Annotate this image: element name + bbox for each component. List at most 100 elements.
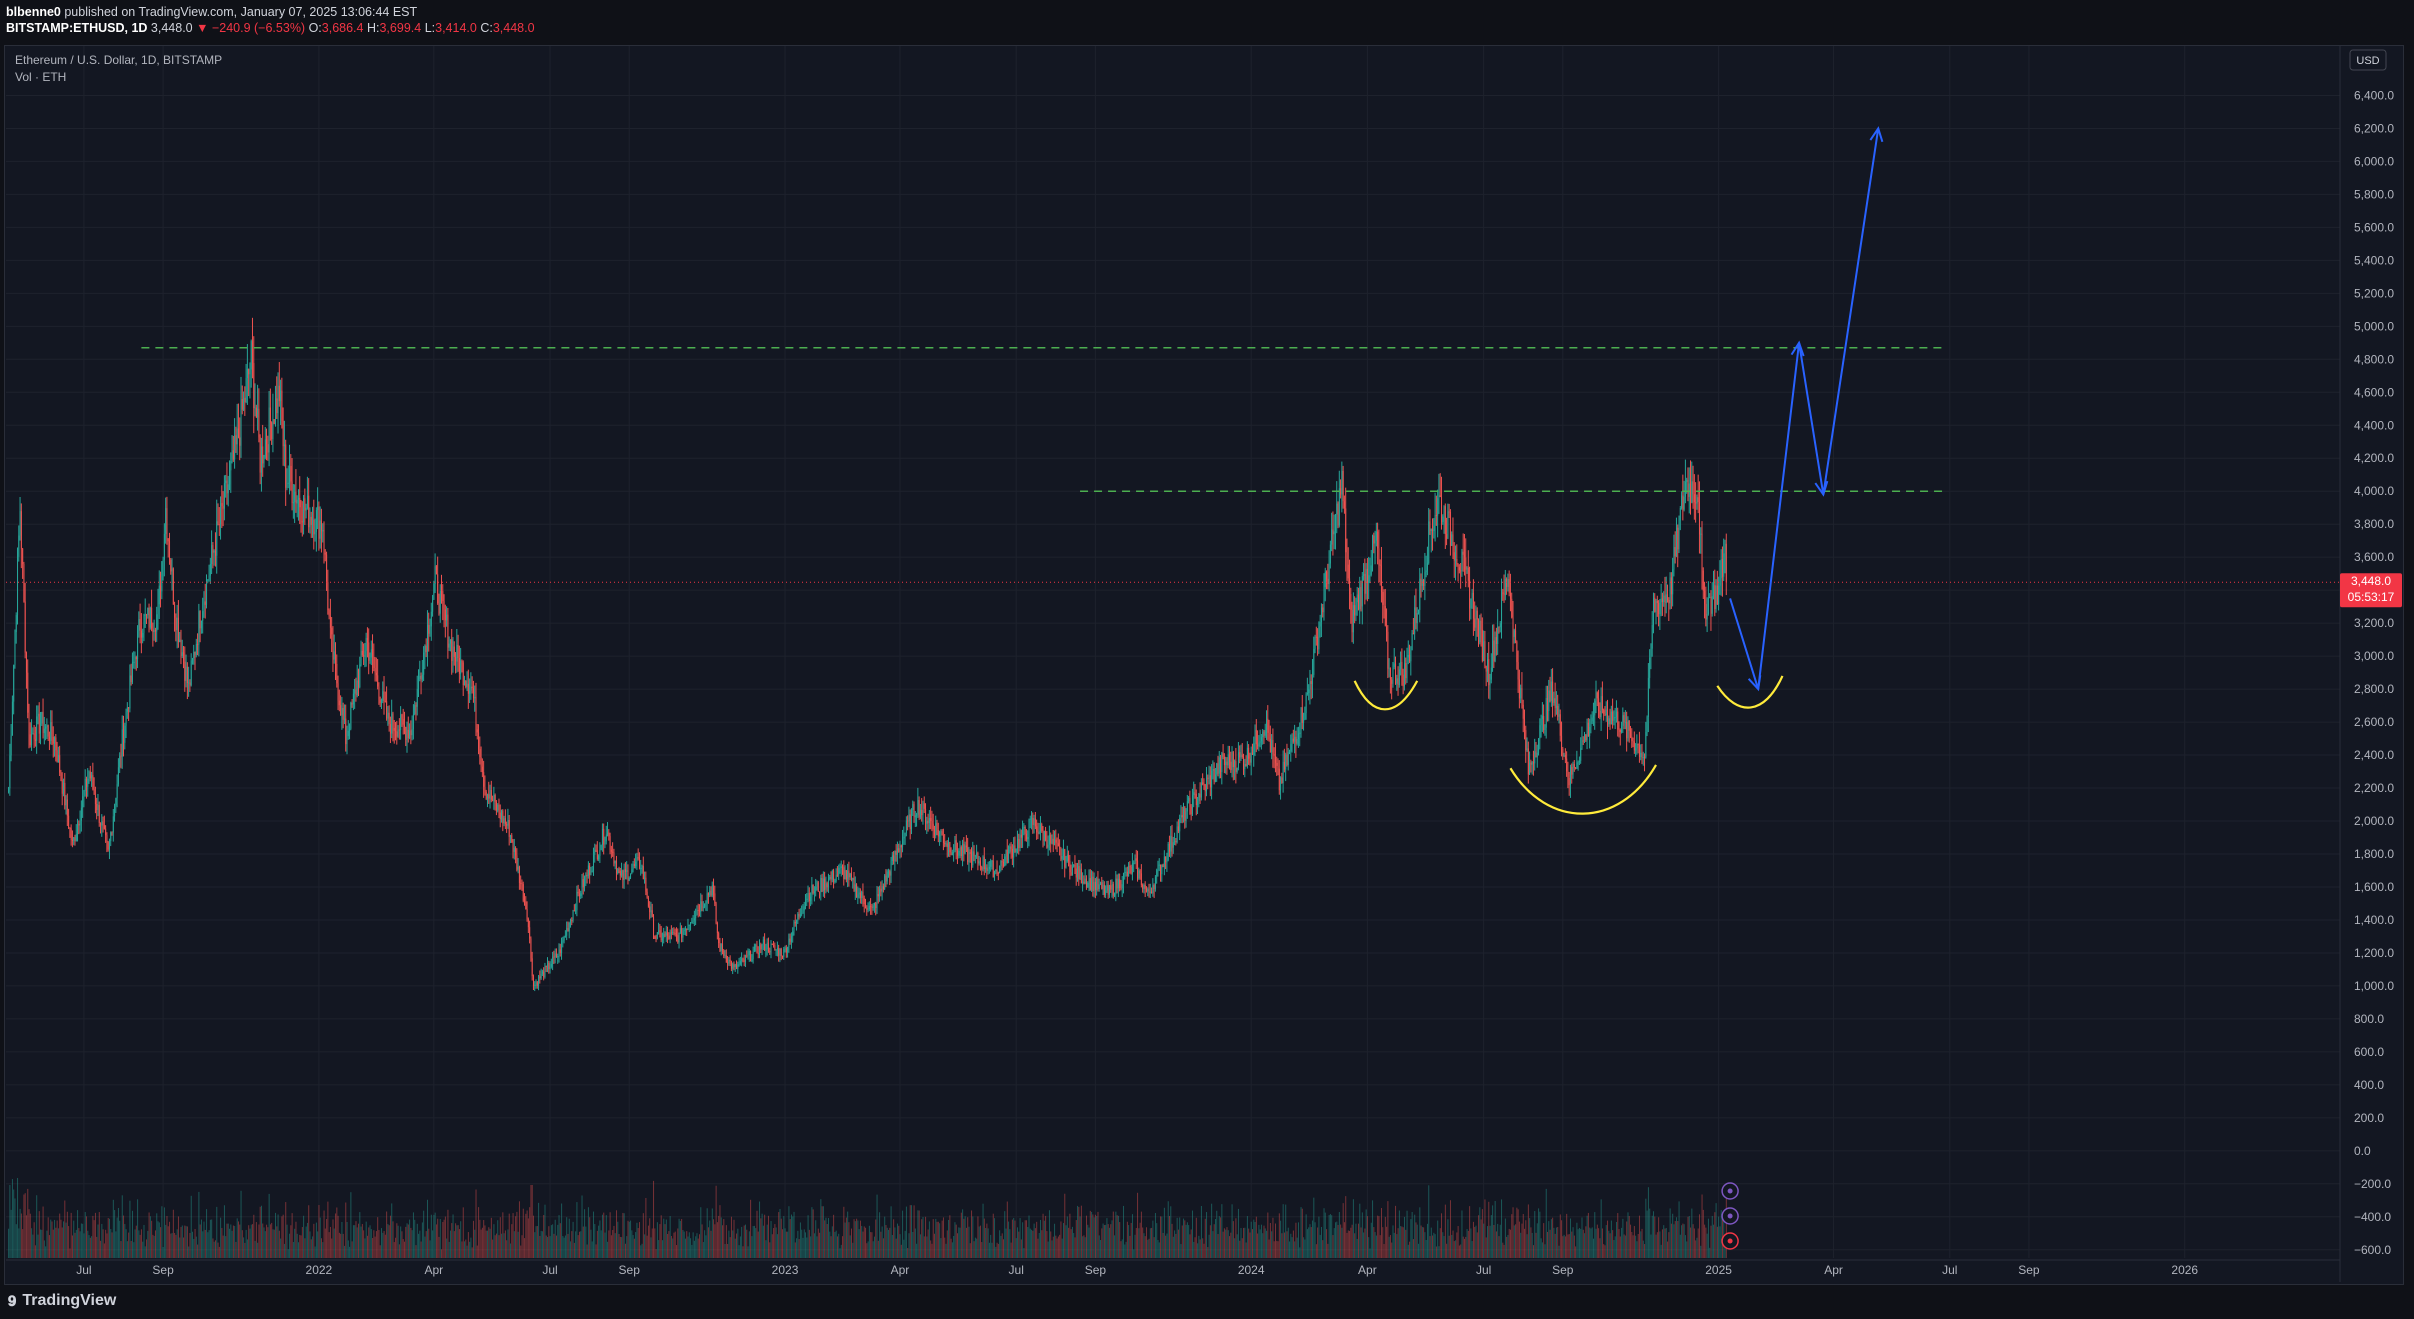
candle-body	[245, 378, 247, 403]
candle-body	[1094, 881, 1096, 890]
publisher-username[interactable]: blbenne0	[6, 5, 61, 19]
volume-bar	[1146, 1227, 1148, 1258]
candle-body	[18, 535, 20, 557]
volume-bar	[743, 1225, 745, 1258]
volume-bar	[139, 1234, 141, 1258]
volume-bar	[1710, 1225, 1712, 1258]
x-tick-label: 2025	[1705, 1263, 1732, 1277]
candle-body	[314, 531, 316, 535]
volume-bar	[1439, 1228, 1441, 1258]
volume-bar	[549, 1236, 551, 1258]
candle-body	[1151, 891, 1153, 894]
candle-body	[1333, 531, 1335, 535]
volume-bar	[969, 1243, 971, 1258]
candle-body	[1607, 709, 1609, 725]
candle-body	[1078, 866, 1080, 880]
candle-body	[404, 724, 406, 728]
volume-bar	[1342, 1203, 1344, 1258]
volume-bar	[1213, 1224, 1215, 1258]
volume-bar	[340, 1233, 342, 1258]
volume-bar	[406, 1223, 408, 1258]
volume-bar	[349, 1246, 351, 1258]
candle-body	[816, 882, 818, 887]
brand-name: TradingView	[22, 1292, 117, 1309]
candle-body	[1004, 856, 1006, 867]
candle-body	[1506, 579, 1508, 587]
candle-body	[181, 652, 183, 657]
volume-bar	[416, 1223, 418, 1258]
x-tick-label: Jul	[1009, 1263, 1024, 1277]
volume-bar	[14, 1198, 16, 1258]
candle-body	[746, 955, 748, 957]
candle-body	[518, 866, 520, 883]
candle-body	[873, 902, 875, 906]
candle-body	[128, 707, 130, 709]
candle-body	[607, 832, 609, 835]
volume-bar	[212, 1238, 214, 1258]
candle-body	[1571, 767, 1573, 775]
volume-bar	[68, 1226, 70, 1258]
volume-bar	[1100, 1240, 1102, 1258]
volume-bar	[478, 1207, 480, 1258]
volume-bar	[176, 1229, 178, 1258]
candle-body	[472, 688, 474, 699]
volume-bar	[425, 1231, 427, 1258]
volume-bar	[1184, 1220, 1186, 1258]
volume-bar	[811, 1207, 813, 1258]
candle-body	[707, 893, 709, 896]
volume-bar	[1092, 1214, 1094, 1258]
candle-body	[434, 566, 436, 584]
chart-pane[interactable]	[4, 45, 2404, 1285]
volume-bar	[1395, 1205, 1397, 1258]
candle-body	[360, 650, 362, 665]
volume-bar	[240, 1190, 242, 1258]
candle-body	[1567, 771, 1569, 779]
volume-bar	[699, 1234, 701, 1258]
volume-bar	[249, 1228, 251, 1258]
volume-bar	[1547, 1231, 1549, 1258]
candle-body	[779, 948, 781, 956]
volume-bar	[1720, 1210, 1722, 1258]
x-tick-label: Apr	[1358, 1263, 1377, 1277]
candle-body	[660, 933, 662, 941]
candle-body	[204, 601, 206, 605]
candle-body	[747, 955, 749, 957]
candle-body	[704, 903, 706, 907]
candle-body	[1204, 784, 1206, 792]
volume-bar	[170, 1233, 172, 1258]
candle-body	[1020, 834, 1022, 838]
volume-bar	[278, 1230, 280, 1258]
candle-body	[231, 450, 233, 462]
volume-bar	[1289, 1241, 1291, 1258]
candle-body	[1022, 827, 1024, 838]
candle-body	[1267, 718, 1269, 733]
candle-body	[520, 882, 522, 884]
candle-body	[1130, 866, 1132, 874]
volume-bar	[407, 1224, 409, 1258]
volume-bar	[562, 1236, 564, 1258]
volume-bar	[995, 1246, 997, 1258]
candle-body	[593, 854, 595, 871]
volume-bar	[1070, 1229, 1072, 1258]
volume-bar	[345, 1202, 347, 1258]
candle-body	[64, 782, 66, 806]
volume-bar	[963, 1218, 965, 1258]
volume-bar	[294, 1228, 296, 1258]
tradingview-logo[interactable]: 𝟗 TradingView	[8, 1292, 116, 1310]
candle-body	[1566, 758, 1568, 772]
volume-bar	[1022, 1222, 1024, 1258]
candle-body	[1158, 864, 1160, 866]
volume-bar	[1622, 1218, 1624, 1258]
volume-bar	[1160, 1216, 1162, 1258]
volume-bar	[1029, 1228, 1031, 1258]
volume-bar	[1478, 1215, 1480, 1258]
volume-bar	[645, 1197, 647, 1258]
candle-body	[913, 804, 915, 818]
volume-bar	[1402, 1227, 1404, 1258]
candle-body	[1237, 752, 1239, 768]
volume-bar	[520, 1245, 522, 1258]
volume-bar	[1356, 1238, 1358, 1258]
candle-body	[940, 831, 942, 833]
volume-bar	[378, 1229, 380, 1258]
